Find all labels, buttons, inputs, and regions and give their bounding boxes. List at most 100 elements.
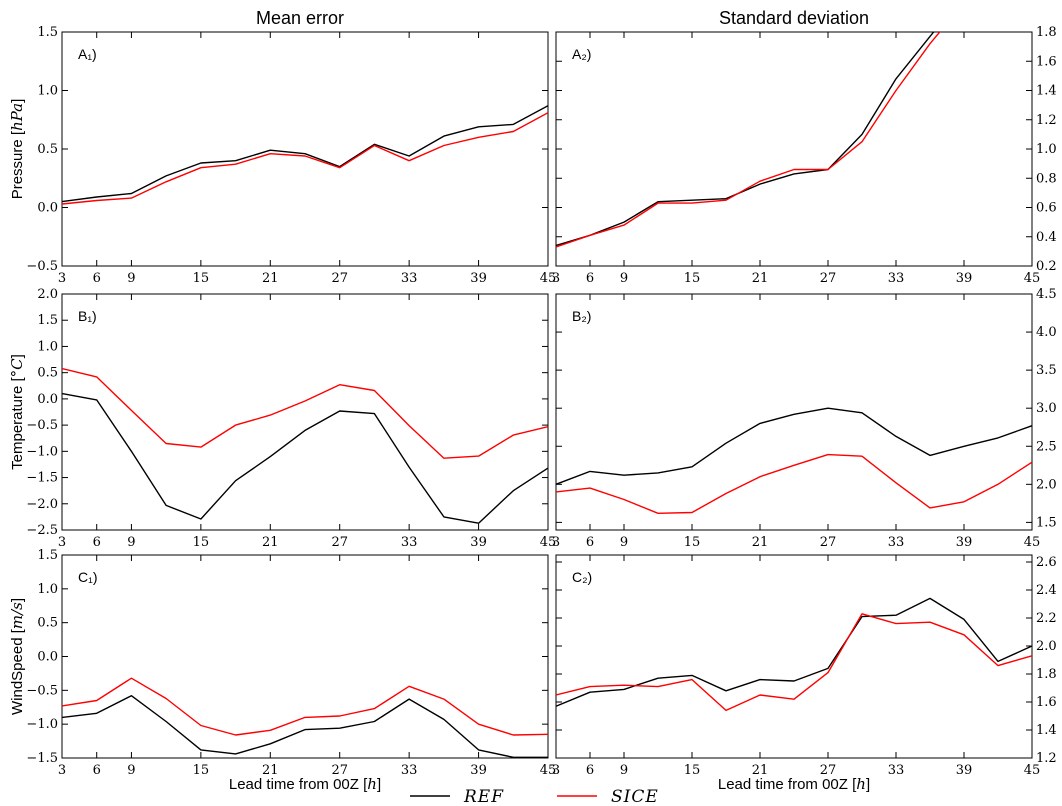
x-tick-label: 6 [93, 535, 101, 550]
y-tick-label: 1.0 [37, 339, 58, 354]
y-tick-label: 0.5 [37, 616, 58, 631]
y-tick-label: 2.2 [1036, 611, 1057, 626]
y-axis-labels: Pressure [hPa] Temperature [°C] WindSpeed … [8, 99, 26, 715]
y-tick-label: 4.0 [1036, 325, 1057, 340]
panels: 3 6 9 15 21 27 33 39 45−0.50.00.51.01.5A₁)3 6 9 15 2… [26, 25, 1057, 778]
panel-label: C₂) [572, 569, 592, 585]
column-title-mean-error: Mean error [256, 8, 344, 28]
x-tick-label: 6 [586, 271, 594, 286]
x-axis-label-2: Lead time from 00Z [h] [718, 775, 870, 793]
series-line-ref [62, 392, 548, 524]
panel-1: 3 6 9 15 21 27 33 39 45 −0.5 0.0 0.5 1.0 1.5 A₁) [26, 25, 556, 286]
x-tick-label: 39 [470, 271, 487, 286]
series-line-sice [62, 112, 548, 205]
plot-frame [555, 554, 1033, 759]
x-tick-label: 45 [540, 535, 557, 550]
y-tick-label: 0.0 [37, 650, 58, 665]
panel-4: 3 6 9 15 21 27 33 39 45 1.5 2.0 2.5 3.0 3.5 4.0 4.5 B₂) [552, 287, 1057, 550]
y-tick-label: −1.5 [26, 751, 58, 766]
x-tick-label: 45 [1024, 763, 1041, 778]
x-tick-label: 3 [58, 763, 66, 778]
y-tick-label: 2.6 [1036, 555, 1057, 570]
y-tick-label: 1.5 [37, 548, 58, 563]
x-tick-label: 27 [331, 763, 348, 778]
series-line-ref [556, 407, 1032, 485]
x-tick-label: 9 [620, 763, 628, 778]
y-tick-label: 2.0 [37, 287, 58, 302]
plot-frame [555, 31, 1033, 267]
plot-frame [61, 554, 549, 759]
y-tick-label: 1.5 [1036, 515, 1057, 530]
plot-frame [555, 293, 1033, 531]
plot-frame [61, 31, 549, 267]
series-line-ref [556, 597, 1032, 707]
x-tick-label: 9 [127, 763, 135, 778]
y-tick-label: −0.5 [26, 259, 58, 274]
x-tick-label: 45 [540, 271, 557, 286]
x-tick-label: 39 [956, 535, 973, 550]
y-tick-label: 2.4 [1036, 583, 1057, 598]
panel-label: B₁) [78, 308, 97, 324]
y-tick-label: 3.5 [1036, 363, 1057, 378]
x-tick-label: 27 [820, 763, 837, 778]
y-tick-label: 0.5 [37, 366, 58, 381]
x-tick-label: 9 [620, 535, 628, 550]
y-tick-label: 2.0 [1036, 477, 1057, 492]
panel-label: C₁) [78, 569, 98, 585]
x-tick-label: 21 [262, 535, 279, 550]
x-tick-label: 33 [401, 535, 418, 550]
x-tick-label: 33 [401, 763, 418, 778]
y-axis-label-temperature: Temperature [°C] [8, 354, 26, 470]
y-tick-label: 0.5 [37, 142, 58, 157]
y-axis-label-pressure: Pressure [hPa] [8, 99, 26, 200]
x-tick-label: 33 [401, 271, 418, 286]
x-tick-label: 21 [262, 271, 279, 286]
panel-label: A₂) [572, 46, 591, 62]
x-tick-label: 21 [752, 535, 769, 550]
y-tick-label: −0.5 [26, 683, 58, 698]
x-tick-label: 27 [820, 535, 837, 550]
x-tick-label: 15 [684, 271, 701, 286]
x-tick-label: 45 [540, 763, 557, 778]
series-line-sice [556, 453, 1032, 514]
column-title-standard-deviation: Standard deviation [719, 8, 869, 28]
y-tick-label: 1.0 [37, 582, 58, 597]
x-tick-label: 45 [1024, 535, 1041, 550]
series-line-ref [62, 695, 548, 758]
y-tick-label: 1.5 [37, 313, 58, 328]
x-tick-label: 33 [888, 271, 905, 286]
series-line-sice [62, 367, 548, 459]
x-tick-label: 6 [93, 271, 101, 286]
y-tick-label: −1.5 [26, 471, 58, 486]
x-tick-label: 9 [127, 535, 135, 550]
x-tick-label: 3 [552, 763, 560, 778]
y-tick-label: −1.0 [26, 444, 58, 459]
y-tick-label: 0.0 [37, 201, 58, 216]
x-tick-label: 3 [552, 535, 560, 550]
y-tick-label: 0.4 [1036, 230, 1057, 245]
panel-label: A₁) [78, 46, 97, 62]
y-tick-label: 1.6 [1036, 695, 1057, 710]
panel-2: 3 6 9 15 21 27 33 39 450.2 0.4 0.6 0.8 1.0 1.2 1.4 1.6 1… [552, 25, 1057, 286]
y-tick-label: 1.0 [37, 84, 58, 99]
x-tick-label: 45 [1024, 271, 1041, 286]
y-tick-label: 0.8 [1036, 171, 1057, 186]
x-tick-label: 39 [470, 763, 487, 778]
x-tick-label: 15 [684, 535, 701, 550]
y-tick-label: −2.5 [26, 523, 58, 538]
series-line-ref [62, 105, 548, 203]
x-tick-label: 33 [888, 763, 905, 778]
series-line-sice [556, 32, 941, 248]
x-tick-label: 27 [331, 535, 348, 550]
y-axis-label-windspeed: WindSpeed [m/s] [8, 598, 26, 715]
x-tick-label: 15 [193, 271, 210, 286]
x-tick-label: 3 [552, 271, 560, 286]
x-tick-label: 39 [956, 763, 973, 778]
legend-label-ref: REF [463, 787, 504, 806]
series-line-sice [556, 613, 1032, 712]
x-tick-label: 21 [262, 763, 279, 778]
x-axis-labels: Lead time from 00Z [h] Lead time from 00Z… [229, 775, 870, 793]
y-tick-label: −1.0 [26, 717, 58, 732]
x-tick-label: 9 [127, 271, 135, 286]
y-tick-label: 1.5 [37, 25, 58, 40]
